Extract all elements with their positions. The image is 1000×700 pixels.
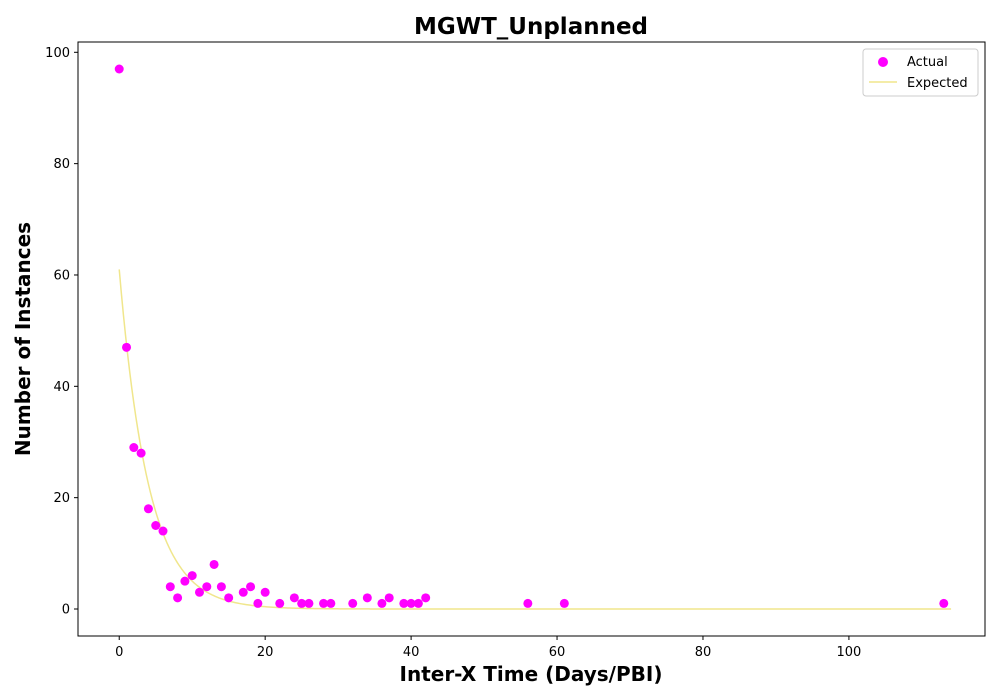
x-tick-label: 40 — [403, 645, 420, 660]
y-tick-label: 100 — [45, 46, 70, 61]
data-point — [377, 598, 387, 608]
data-point — [143, 504, 153, 514]
x-axis: 0 20 40 60 80 100 — [115, 636, 861, 660]
legend-box — [862, 48, 979, 97]
data-point — [523, 598, 533, 608]
data-point — [289, 593, 299, 603]
data-point — [136, 448, 146, 458]
y-tick-label: 60 — [53, 268, 70, 283]
data-point — [939, 598, 949, 608]
data-point — [173, 593, 183, 603]
data-point — [158, 526, 168, 536]
data-point — [202, 582, 212, 592]
legend-actual-label: Actual — [907, 55, 948, 70]
data-point — [180, 576, 190, 586]
data-point — [348, 598, 358, 608]
data-point — [209, 559, 219, 569]
data-point — [224, 593, 234, 603]
data-point — [253, 598, 263, 608]
expected-curve — [118, 269, 952, 610]
data-point — [421, 593, 431, 603]
x-tick-label: 0 — [115, 645, 123, 660]
data-point — [194, 587, 204, 597]
data-point — [187, 571, 197, 581]
plot-area — [77, 41, 986, 637]
legend: Actual Expected — [862, 48, 979, 97]
y-axis-label: Number of Instances — [11, 222, 35, 456]
y-tick-label: 0 — [62, 603, 70, 618]
data-point — [122, 342, 132, 352]
data-point — [151, 520, 161, 530]
y-tick-label: 80 — [53, 157, 70, 172]
y-tick-label: 20 — [53, 491, 70, 506]
data-point — [319, 598, 329, 608]
y-axis: 0 20 40 60 80 100 — [45, 46, 78, 618]
data-point — [216, 582, 226, 592]
x-tick-label: 60 — [549, 645, 566, 660]
y-tick-label: 40 — [53, 380, 70, 395]
x-tick-label: 100 — [836, 645, 861, 660]
data-point — [304, 598, 314, 608]
data-point — [384, 593, 394, 603]
data-point — [275, 598, 285, 608]
data-point — [406, 598, 416, 608]
data-point — [362, 593, 372, 603]
data-point — [326, 598, 336, 608]
data-point — [129, 443, 139, 453]
data-point — [297, 598, 307, 608]
data-point — [114, 64, 124, 74]
data-point — [413, 598, 423, 608]
x-tick-label: 20 — [257, 645, 274, 660]
data-point — [238, 587, 248, 597]
data-point — [165, 582, 175, 592]
data-point — [246, 582, 256, 592]
data-point — [559, 598, 569, 608]
data-point — [399, 598, 409, 608]
legend-actual-marker — [878, 57, 888, 67]
x-tick-label: 80 — [695, 645, 712, 660]
chart-title: MGWT_Unplanned — [414, 14, 648, 40]
legend-expected-label: Expected — [907, 76, 968, 91]
data-point — [260, 587, 270, 597]
x-axis-label: Inter-X Time (Days/PBI) — [400, 662, 663, 686]
actual-points — [114, 64, 949, 608]
